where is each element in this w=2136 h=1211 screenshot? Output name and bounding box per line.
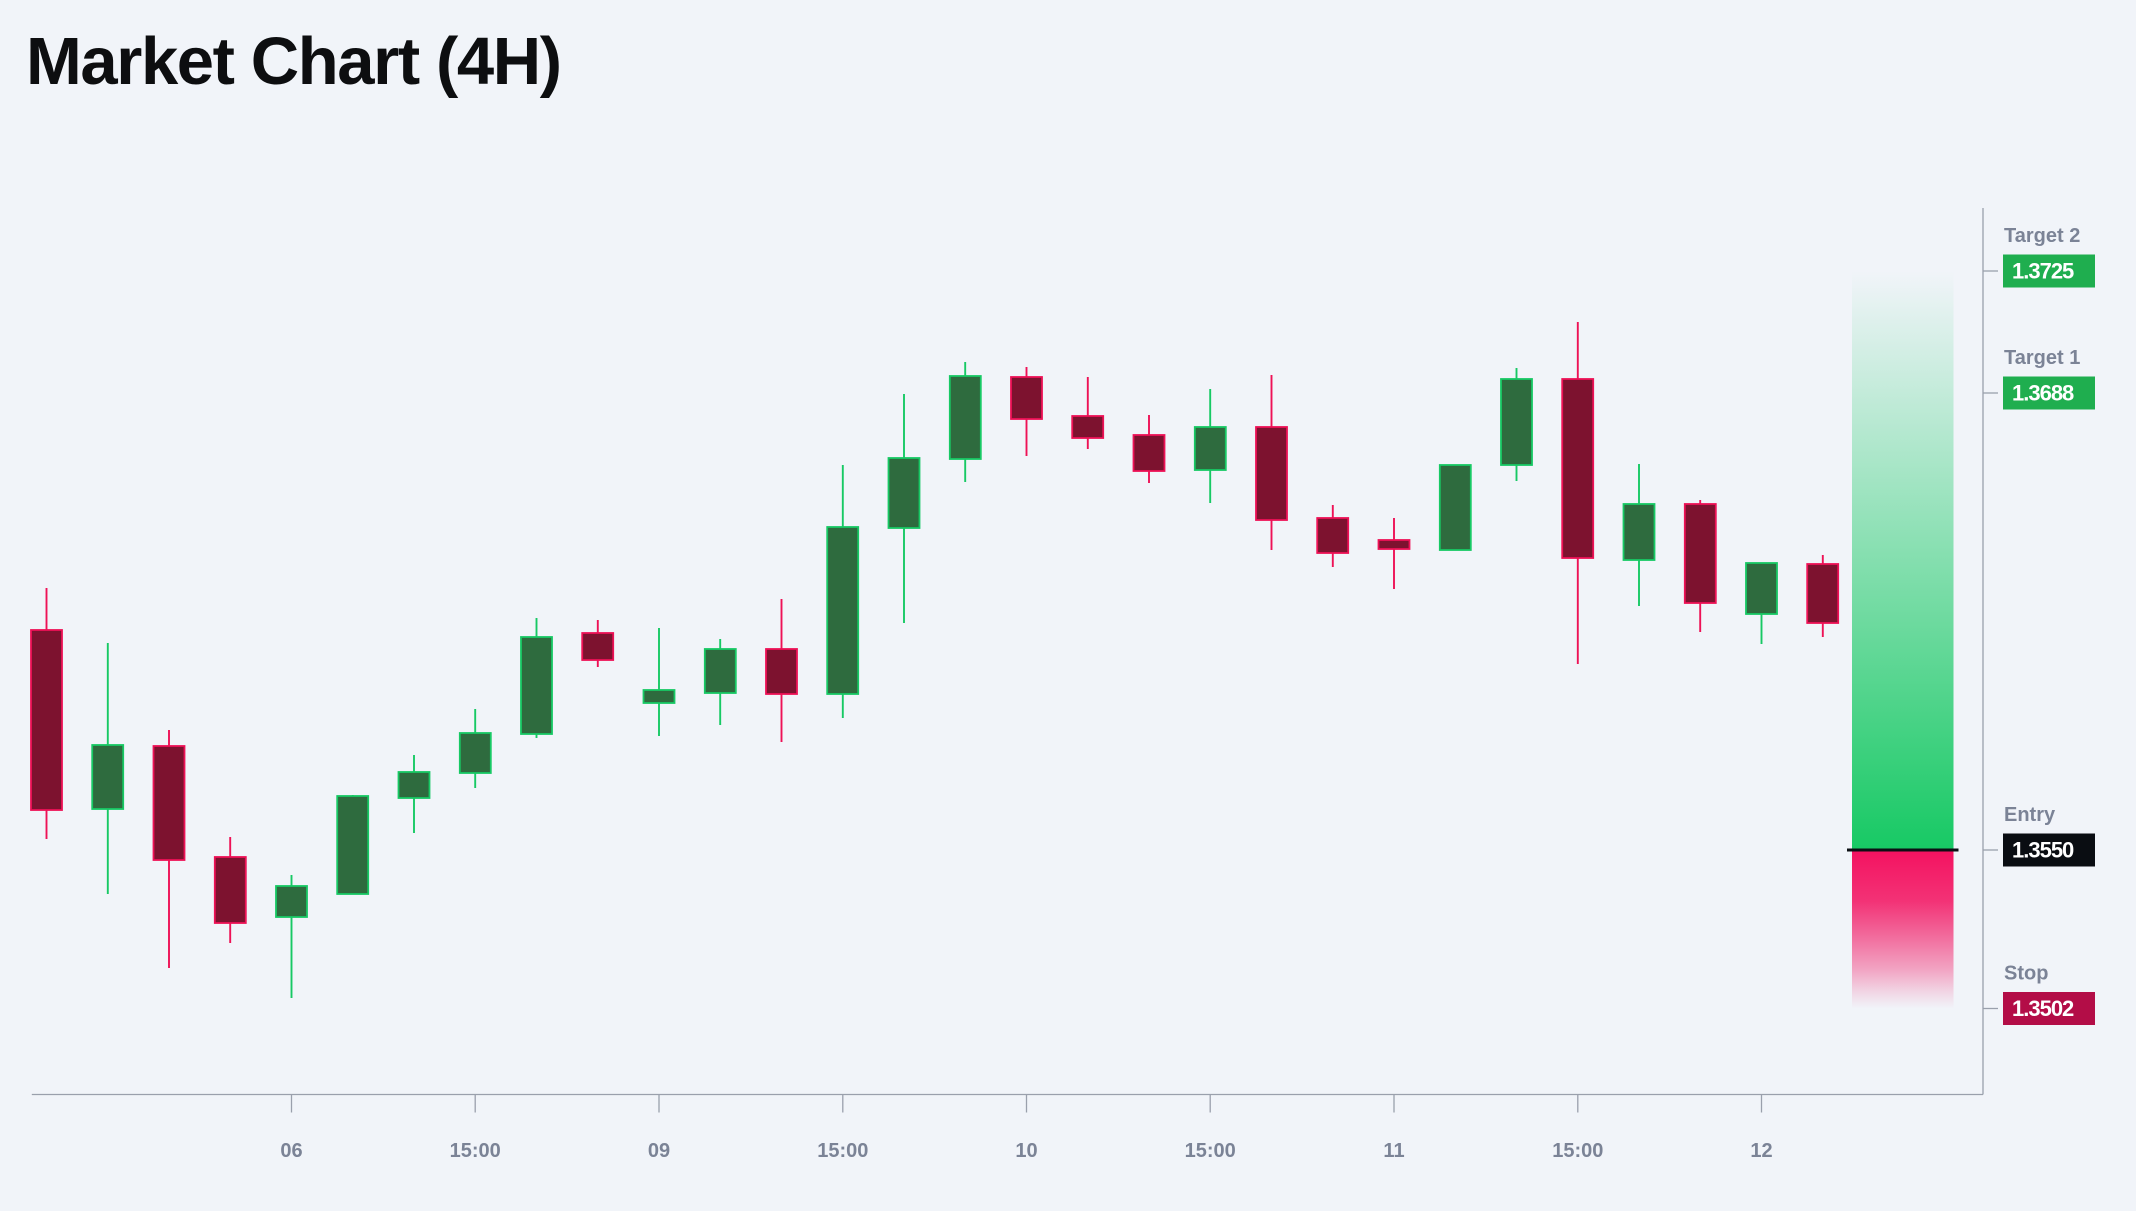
svg-text:1.3725: 1.3725 bbox=[2012, 259, 2074, 284]
svg-text:Target 1: Target 1 bbox=[2004, 347, 2080, 369]
svg-text:Entry: Entry bbox=[2004, 804, 2056, 826]
svg-text:10: 10 bbox=[1015, 1140, 1037, 1162]
svg-text:1.3688: 1.3688 bbox=[2012, 381, 2074, 406]
svg-text:09: 09 bbox=[648, 1140, 670, 1162]
svg-text:Target 2: Target 2 bbox=[2004, 225, 2080, 247]
svg-text:15:00: 15:00 bbox=[450, 1140, 501, 1162]
svg-text:Stop: Stop bbox=[2004, 963, 2048, 985]
svg-text:1.3550: 1.3550 bbox=[2012, 838, 2074, 863]
svg-text:15:00: 15:00 bbox=[1185, 1140, 1236, 1162]
svg-text:15:00: 15:00 bbox=[1552, 1140, 1603, 1162]
svg-text:15:00: 15:00 bbox=[817, 1140, 868, 1162]
svg-text:06: 06 bbox=[280, 1140, 302, 1162]
svg-text:11: 11 bbox=[1383, 1140, 1404, 1162]
svg-text:12: 12 bbox=[1750, 1140, 1772, 1162]
svg-text:1.3502: 1.3502 bbox=[2012, 996, 2074, 1021]
